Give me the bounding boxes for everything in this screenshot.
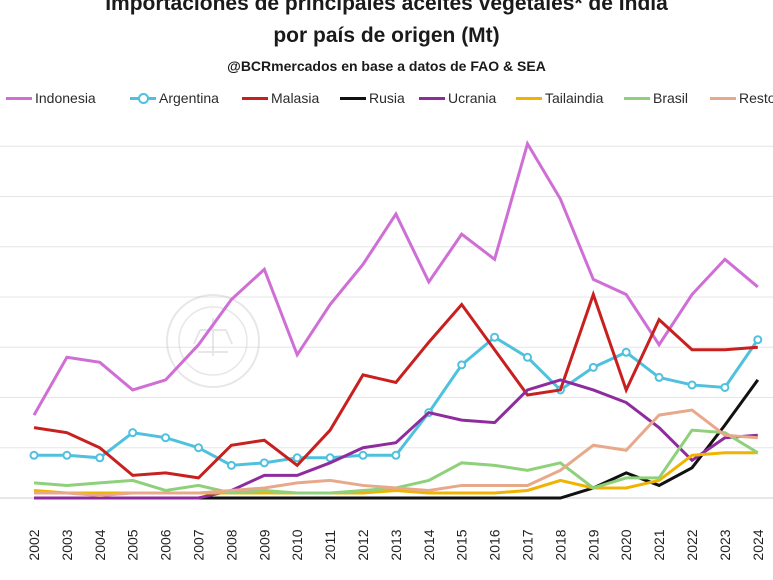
chart-title-line2: por país de origen (Mt) xyxy=(273,24,500,47)
legend-label: Rusia xyxy=(369,90,405,106)
data-point xyxy=(62,450,72,460)
legend-item-indonesia: Indonesia xyxy=(6,90,96,106)
series-line-argentina xyxy=(34,335,760,467)
data-point xyxy=(194,443,203,453)
x-tick-label: 2024 xyxy=(750,529,766,560)
legend-label: Argentina xyxy=(159,90,219,106)
x-tick-label: 2005 xyxy=(125,529,141,560)
data-point xyxy=(588,362,598,372)
x-tick-label: 2020 xyxy=(618,529,634,560)
legend-swatch xyxy=(710,96,736,100)
legend-item-resto: Resto xyxy=(710,90,773,106)
x-tick-label: 2007 xyxy=(191,529,207,560)
series-layer xyxy=(29,139,763,500)
watermark-seal xyxy=(166,294,260,388)
data-point xyxy=(29,450,39,460)
legend-item-malasia: Malasia xyxy=(242,90,319,106)
data-point xyxy=(95,453,105,463)
data-point xyxy=(259,458,269,468)
series-malasia xyxy=(33,289,758,480)
x-tick-label: 2008 xyxy=(223,529,239,560)
data-point xyxy=(292,453,302,463)
legend-label: Indonesia xyxy=(35,90,96,106)
x-tick-label: 2002 xyxy=(26,529,42,560)
legend-swatch xyxy=(242,96,268,100)
legend-swatch xyxy=(6,96,32,100)
x-tick-label: 2006 xyxy=(158,529,174,560)
x-tick-label: 2016 xyxy=(487,529,503,560)
x-tick-label: 2023 xyxy=(717,529,733,560)
legend-swatch xyxy=(419,96,445,100)
data-point xyxy=(523,352,532,362)
data-point xyxy=(753,335,763,345)
legend-label: Ucrania xyxy=(448,90,497,106)
legend-label: Brasil xyxy=(653,90,689,106)
x-tick-label: 2022 xyxy=(684,529,700,560)
legend-item-ucrania: Ucrania xyxy=(419,90,496,106)
data-point xyxy=(457,360,467,370)
series-resto xyxy=(34,408,758,497)
data-point xyxy=(391,450,401,460)
data-point xyxy=(687,380,697,390)
x-tick-label: 2009 xyxy=(256,529,272,560)
x-tick-label: 2014 xyxy=(421,529,437,560)
x-tick-label: 2021 xyxy=(651,529,667,560)
legend-item-brasil: Brasil xyxy=(624,90,688,106)
legend-swatch xyxy=(130,92,156,104)
data-point xyxy=(720,382,730,392)
series-indonesia xyxy=(32,139,759,416)
series-argentina xyxy=(29,332,763,470)
x-tick-label: 2010 xyxy=(289,529,305,560)
legend-item-rusia: Rusia xyxy=(340,90,405,106)
x-tick-label: 2003 xyxy=(59,529,75,560)
data-point xyxy=(654,372,664,382)
legend-swatch xyxy=(624,96,650,100)
data-point xyxy=(621,347,631,357)
legend-item-argentina: Argentina xyxy=(130,90,219,106)
legend-swatch xyxy=(516,96,542,100)
series-line-ucrania xyxy=(34,378,758,500)
data-point xyxy=(128,428,138,438)
chart-source: @BCRmercados en base a datos de FAO & SE… xyxy=(227,58,546,74)
legend-swatch xyxy=(340,96,366,100)
x-axis: 2002 2003 2004 2005 2006 2007 2008 2009 2010 2011… xyxy=(26,529,766,560)
x-tick-label: 2019 xyxy=(585,529,601,560)
legend-label: Malasia xyxy=(271,90,320,106)
data-point xyxy=(161,433,171,443)
x-tick-label: 2011 xyxy=(322,530,338,560)
legend-item-tailaindia: Tailaindia xyxy=(516,90,603,106)
x-tick-label: 2004 xyxy=(92,529,108,560)
x-tick-label: 2018 xyxy=(552,529,568,560)
series-line-resto xyxy=(34,408,758,497)
legend-label: Resto xyxy=(739,90,773,106)
series-line-malasia xyxy=(33,289,758,480)
chart-legend: Indonesia Argentina Malasia Rusia Ucrania Tai… xyxy=(6,90,773,110)
x-tick-label: 2017 xyxy=(520,529,536,560)
series-line-indonesia xyxy=(32,139,759,416)
data-point xyxy=(358,450,368,460)
data-point xyxy=(490,332,500,342)
chart-title-line1: Importaciones de principales aceites veg… xyxy=(105,0,668,15)
data-point xyxy=(226,460,236,470)
x-tick-label: 2012 xyxy=(355,529,371,560)
x-tick-label: 2013 xyxy=(388,529,404,560)
series-ucrania xyxy=(34,378,758,500)
x-tick-label: 2015 xyxy=(454,529,470,560)
legend-label: Tailaindia xyxy=(545,90,604,106)
